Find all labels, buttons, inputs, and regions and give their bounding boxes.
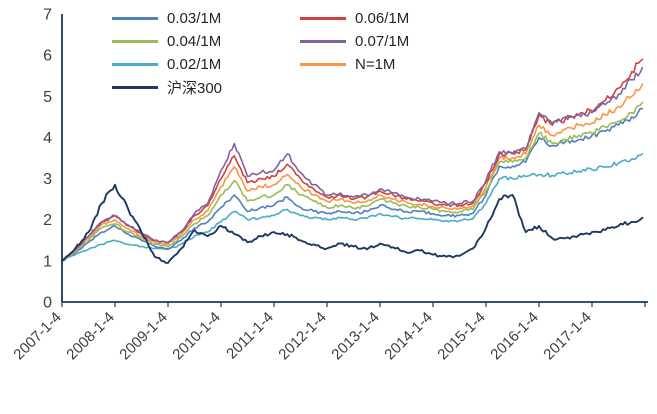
legend-item-2: 0.04/1M xyxy=(112,31,300,51)
series-line-2 xyxy=(61,101,644,262)
legend-label: 沪深300 xyxy=(167,79,223,97)
legend-label: 0.02/1M xyxy=(167,55,222,73)
legend-item-3: 0.07/1M xyxy=(300,31,409,51)
legend-swatch xyxy=(300,39,346,43)
series-line-4 xyxy=(61,153,644,262)
x-tick-label: 2011-1-4 xyxy=(223,309,277,363)
legend-swatch xyxy=(112,16,158,20)
series-line-5 xyxy=(61,83,644,262)
legend-label: 0.06/1M xyxy=(355,9,410,27)
series-line-0 xyxy=(61,107,644,262)
y-tick-label: 2 xyxy=(43,212,52,229)
legend-swatch xyxy=(112,62,158,66)
x-tick-label: 2016-1-4 xyxy=(487,309,541,363)
x-tick-label: 2015-1-4 xyxy=(434,309,488,363)
legend: 0.03/1M 0.06/1M 0.04/1M 0.07/1M 0.02/1M N=1M 沪… xyxy=(112,8,409,97)
legend-swatch xyxy=(300,16,346,20)
y-tick-label: 4 xyxy=(43,130,52,147)
x-tick-label: 2017-1-4 xyxy=(540,309,594,363)
x-tick-label: 2010-1-4 xyxy=(169,309,223,363)
legend-item-4: 0.02/1M xyxy=(112,54,300,74)
legend-item-0: 0.03/1M xyxy=(112,8,300,28)
x-tick-label: 2009-1-4 xyxy=(116,309,170,363)
y-tick-label: 1 xyxy=(43,253,52,270)
x-tick-label: 2008-1-4 xyxy=(63,309,117,363)
legend-item-1: 0.06/1M xyxy=(300,8,409,28)
legend-swatch xyxy=(300,62,346,66)
legend-swatch xyxy=(112,85,158,89)
legend-label: 0.07/1M xyxy=(355,32,410,50)
legend-label: 0.03/1M xyxy=(167,9,222,27)
y-tick-label: 3 xyxy=(43,171,52,188)
legend-item-5: N=1M xyxy=(300,54,409,74)
legend-swatch xyxy=(112,39,158,43)
series-line-6 xyxy=(61,183,644,264)
series-line-3 xyxy=(61,66,644,262)
x-tick-label: 2014-1-4 xyxy=(381,309,435,363)
legend-label: 0.04/1M xyxy=(167,32,222,50)
legend-item-6: 沪深300 xyxy=(112,77,300,97)
x-tick-label: 2012-1-4 xyxy=(275,309,329,363)
y-tick-label: 5 xyxy=(43,89,52,106)
y-tick-label: 0 xyxy=(43,295,52,312)
y-tick-label: 7 xyxy=(43,7,52,24)
x-tick-label: 2007-1-4 xyxy=(10,309,64,363)
x-tick-label: 2013-1-4 xyxy=(328,309,382,363)
y-tick-label: 6 xyxy=(43,48,52,65)
legend-label: N=1M xyxy=(355,55,396,73)
